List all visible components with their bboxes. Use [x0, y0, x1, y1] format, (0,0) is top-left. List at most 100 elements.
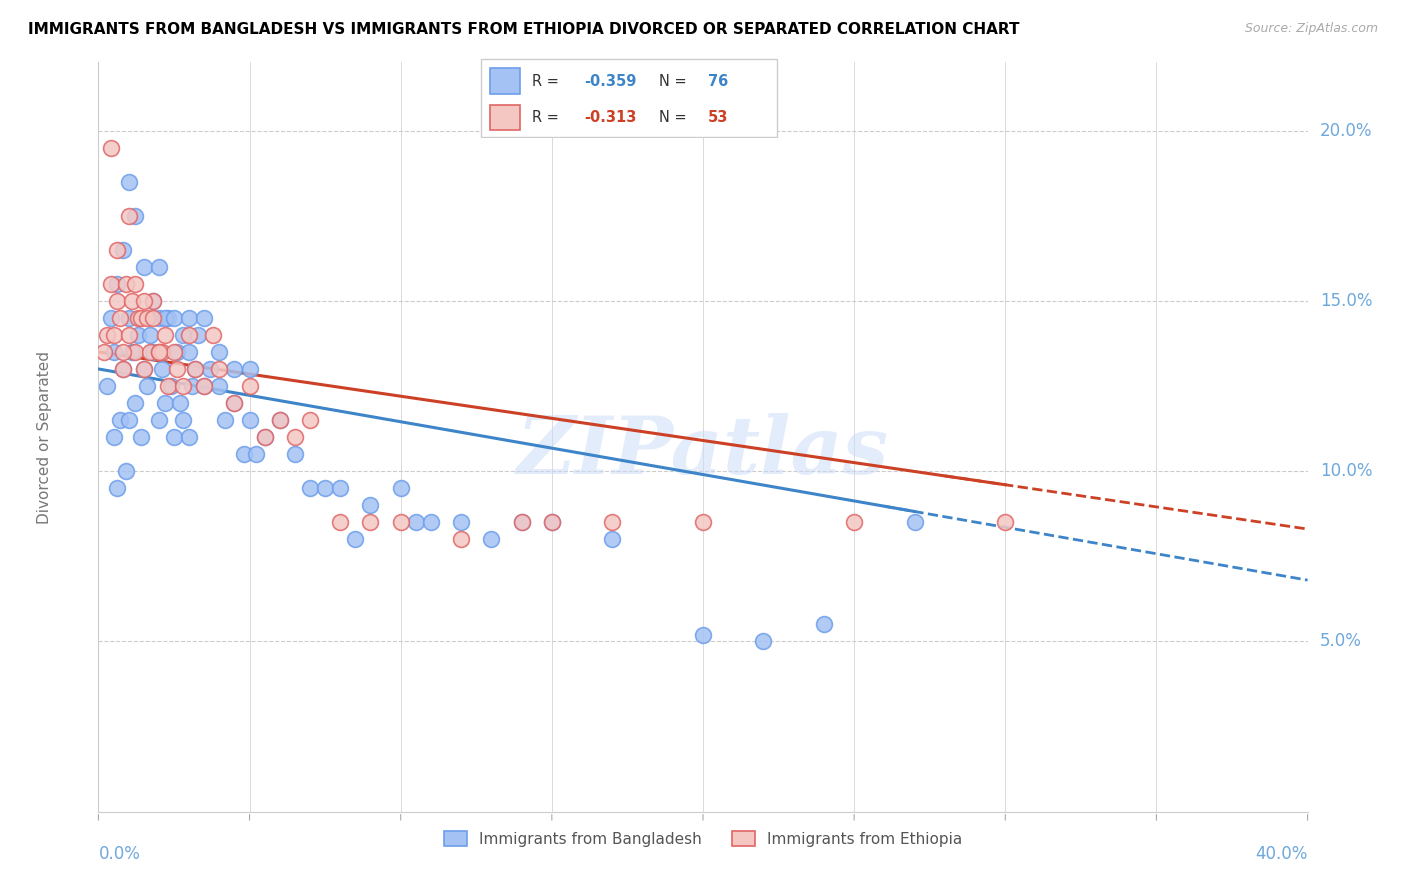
- Point: [100, 277, 122, 291]
- Point: [114, 464, 136, 478]
- FancyBboxPatch shape: [491, 69, 520, 95]
- Point: [124, 209, 146, 223]
- Point: [172, 327, 194, 342]
- Point: [132, 260, 155, 274]
- Point: [96, 379, 118, 393]
- Point: [150, 345, 173, 359]
- Point: [150, 362, 173, 376]
- Point: [160, 379, 183, 393]
- Point: [450, 533, 472, 547]
- Point: [142, 345, 165, 359]
- Point: [172, 379, 194, 393]
- Point: [208, 345, 231, 359]
- Point: [405, 515, 427, 529]
- Point: [148, 260, 170, 274]
- Point: [132, 362, 155, 376]
- Point: [179, 345, 201, 359]
- Legend: Immigrants from Bangladesh, Immigrants from Ethiopia: Immigrants from Bangladesh, Immigrants f…: [437, 824, 969, 853]
- Point: [127, 310, 149, 325]
- Text: 40.0%: 40.0%: [1256, 846, 1308, 863]
- Point: [105, 481, 128, 495]
- Point: [103, 345, 125, 359]
- Point: [360, 515, 382, 529]
- Point: [540, 515, 562, 529]
- Point: [121, 345, 143, 359]
- Point: [156, 379, 179, 393]
- Point: [142, 310, 165, 325]
- Point: [132, 293, 155, 308]
- Point: [692, 515, 714, 529]
- Point: [232, 447, 254, 461]
- Text: R =: R =: [533, 110, 564, 125]
- Point: [124, 345, 146, 359]
- Point: [602, 515, 624, 529]
- Point: [135, 310, 157, 325]
- Point: [314, 481, 336, 495]
- Point: [179, 430, 201, 444]
- Point: [602, 533, 624, 547]
- Point: [132, 362, 155, 376]
- Point: [121, 293, 143, 308]
- Text: -0.313: -0.313: [583, 110, 637, 125]
- Point: [329, 481, 352, 495]
- Point: [179, 327, 201, 342]
- Point: [124, 396, 146, 410]
- Text: Divorced or Separated: Divorced or Separated: [37, 351, 52, 524]
- Point: [114, 277, 136, 291]
- Point: [269, 413, 291, 427]
- Text: 76: 76: [707, 74, 728, 89]
- Text: IMMIGRANTS FROM BANGLADESH VS IMMIGRANTS FROM ETHIOPIA DIVORCED OR SEPARATED COR: IMMIGRANTS FROM BANGLADESH VS IMMIGRANTS…: [28, 22, 1019, 37]
- Point: [752, 634, 775, 648]
- Point: [111, 362, 134, 376]
- Text: 15.0%: 15.0%: [1320, 292, 1372, 310]
- Point: [129, 430, 152, 444]
- Point: [904, 515, 927, 529]
- Point: [844, 515, 866, 529]
- Point: [329, 515, 352, 529]
- Point: [124, 277, 146, 291]
- Point: [510, 515, 533, 529]
- Point: [184, 362, 207, 376]
- Point: [193, 379, 215, 393]
- Point: [360, 498, 382, 512]
- Point: [184, 362, 207, 376]
- Text: Source: ZipAtlas.com: Source: ZipAtlas.com: [1244, 22, 1378, 36]
- Point: [420, 515, 443, 529]
- Point: [239, 413, 262, 427]
- Point: [127, 327, 149, 342]
- Text: N =: N =: [659, 74, 692, 89]
- Text: 53: 53: [707, 110, 728, 125]
- Point: [994, 515, 1017, 529]
- Point: [253, 430, 276, 444]
- FancyBboxPatch shape: [481, 59, 778, 137]
- Point: [148, 345, 170, 359]
- Point: [108, 310, 131, 325]
- Point: [540, 515, 562, 529]
- Point: [224, 396, 246, 410]
- Point: [450, 515, 472, 529]
- Point: [139, 327, 162, 342]
- Point: [148, 310, 170, 325]
- Point: [118, 310, 141, 325]
- Point: [208, 379, 231, 393]
- Text: ZIPatlas: ZIPatlas: [517, 413, 889, 491]
- Point: [239, 379, 262, 393]
- Point: [166, 362, 188, 376]
- Point: [105, 293, 128, 308]
- Point: [118, 327, 141, 342]
- Point: [135, 379, 157, 393]
- Point: [179, 310, 201, 325]
- Point: [193, 379, 215, 393]
- Point: [148, 413, 170, 427]
- Point: [96, 327, 118, 342]
- Point: [142, 293, 165, 308]
- Point: [148, 345, 170, 359]
- Text: R =: R =: [533, 74, 564, 89]
- Point: [299, 413, 322, 427]
- Point: [153, 396, 176, 410]
- Point: [245, 447, 267, 461]
- Point: [389, 481, 412, 495]
- Point: [139, 345, 162, 359]
- Text: -0.359: -0.359: [583, 74, 637, 89]
- Point: [108, 413, 131, 427]
